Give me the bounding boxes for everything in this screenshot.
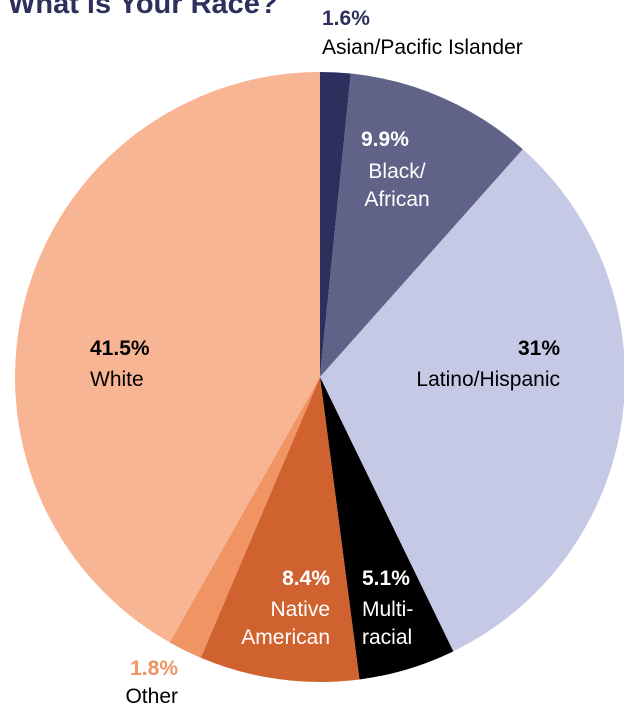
pie-slice-asian-pacific-islander bbox=[320, 72, 351, 377]
pie-slice-latino-hispanic bbox=[320, 149, 624, 652]
slice-value-label-white: 41.5% bbox=[90, 337, 150, 360]
slice-category-label-line: African bbox=[364, 188, 429, 211]
chart-title: What is Your Race? bbox=[8, 0, 278, 20]
slice-value-label-latino-hispanic: 31% bbox=[518, 337, 560, 360]
slice-category-label-white: White bbox=[90, 368, 144, 391]
slice-category-label-black-african: Black/African bbox=[364, 160, 429, 211]
pie-slice-multi-racial bbox=[320, 377, 454, 680]
slice-category-label-line: Black/ bbox=[368, 160, 425, 183]
slice-category-label-native-american: Native American bbox=[241, 598, 330, 649]
slice-value-label-other: 1.8% bbox=[130, 657, 178, 680]
pie-slice-white bbox=[15, 72, 320, 643]
slice-category-label-other: Other bbox=[125, 685, 178, 708]
slice-category-label-line: Multi- bbox=[362, 598, 413, 621]
slice-category-label-line: racial bbox=[362, 626, 412, 649]
slice-category-label-line: American bbox=[241, 626, 330, 649]
slice-value-label-multi-racial: 5.1% bbox=[362, 567, 410, 590]
slice-category-label-line: Native bbox=[270, 598, 330, 621]
slice-value-label-black-african: 9.9% bbox=[361, 128, 409, 151]
pie-slice-black-african bbox=[320, 73, 523, 377]
pie-slices bbox=[15, 72, 624, 682]
slice-category-label-latino-hispanic: Latino/Hispanic bbox=[416, 368, 560, 391]
pie-slice-other bbox=[169, 377, 320, 658]
pie-labels: 1.6% Asian/Pacific Islander 9.9% Black/Afri… bbox=[90, 7, 560, 708]
slice-value-label-asian-pacific-islander: 1.6% bbox=[322, 7, 370, 30]
slice-category-label-asian-pacific-islander: Asian/Pacific Islander bbox=[322, 36, 523, 59]
slice-value-label-native-american: 8.4% bbox=[282, 567, 330, 590]
pie-slice-native-american bbox=[200, 377, 360, 682]
slice-category-label-multi-racial: Multi-racial bbox=[362, 598, 413, 649]
